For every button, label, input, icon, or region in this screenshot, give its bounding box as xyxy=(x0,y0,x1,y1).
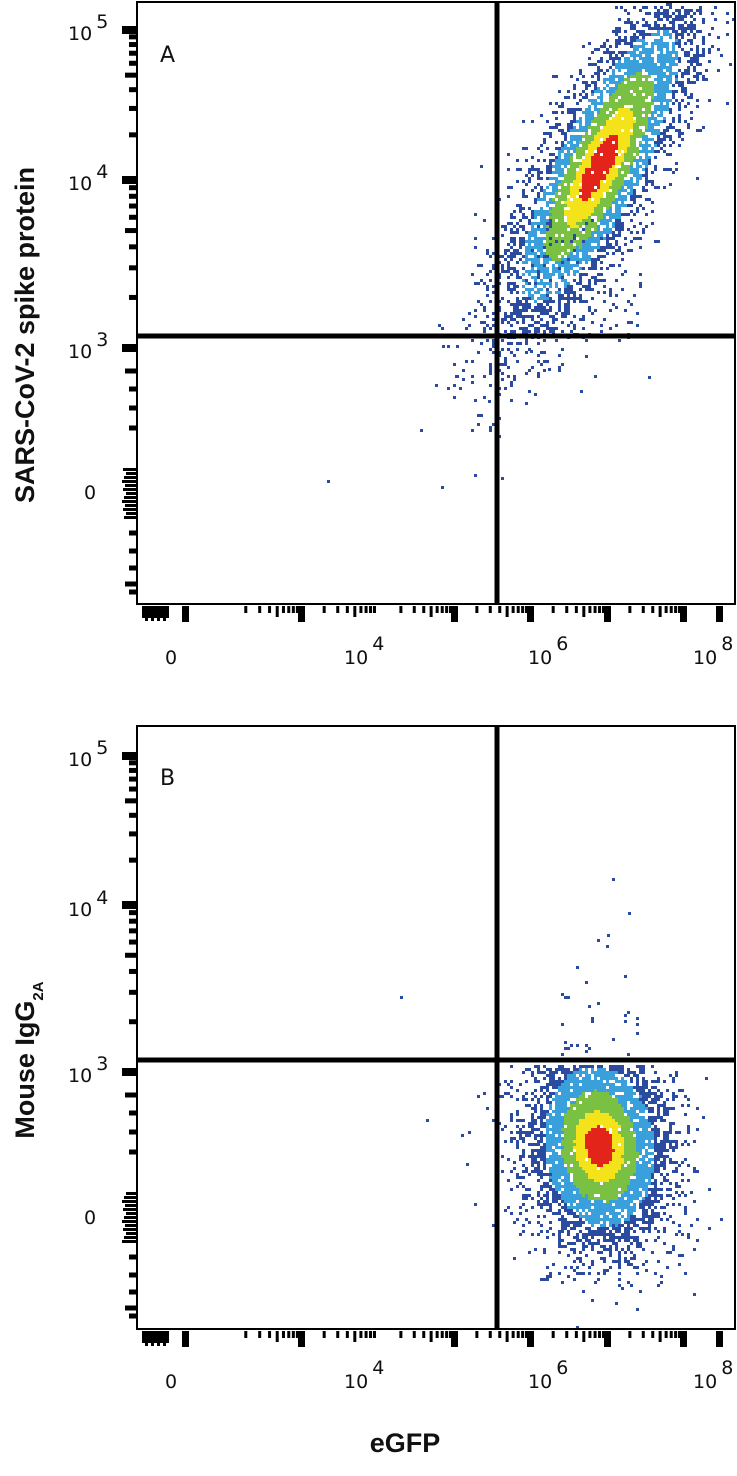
panel-b: B 105 104 103 0 0 104 106 108 Mouse IgG2… xyxy=(10,726,735,1393)
y-axis-ticks-b xyxy=(122,752,137,1319)
panel-a: A 105 104 103 0 0 104 106 108 SARS-CoV-2… xyxy=(10,2,735,669)
x-tick-1e8-a: 108 xyxy=(693,633,733,669)
y-tick-0-b: 0 xyxy=(84,1207,96,1229)
x-tick-labels-b: 0 104 106 108 xyxy=(165,1357,733,1393)
y-tick-labels-a: 105 104 103 0 xyxy=(68,11,108,504)
y-tick-1e5-b: 105 xyxy=(68,737,108,771)
y-tick-1e3-b: 103 xyxy=(68,1053,108,1087)
y-tick-labels-b: 105 104 103 0 xyxy=(68,737,108,1229)
x-tick-1e4-a: 104 xyxy=(344,633,384,669)
panel-label-b: B xyxy=(160,766,175,791)
x-axis-label: eGFP xyxy=(370,1428,441,1458)
x-axis-ticks-b xyxy=(142,1331,723,1347)
y-axis-ticks-a xyxy=(122,26,137,595)
panel-label-a: A xyxy=(160,43,175,68)
density-points-b xyxy=(400,878,723,1329)
x-tick-1e8-b: 108 xyxy=(693,1357,733,1393)
x-tick-0-a: 0 xyxy=(165,647,177,669)
y-tick-1e5-a: 105 xyxy=(68,11,108,45)
x-tick-0-b: 0 xyxy=(165,1371,177,1393)
y-axis-label-b: Mouse IgG2A xyxy=(10,981,47,1138)
x-tick-1e6-b: 106 xyxy=(528,1357,568,1393)
y-axis-label-a: SARS-CoV-2 spike protein xyxy=(10,167,40,503)
x-tick-1e4-b: 104 xyxy=(344,1357,384,1393)
y-tick-1e4-b: 104 xyxy=(68,887,108,921)
density-points-a xyxy=(327,3,735,489)
x-tick-1e6-a: 106 xyxy=(528,633,568,669)
y-tick-1e3-a: 103 xyxy=(68,329,108,363)
plot-frame-b xyxy=(137,726,735,1329)
x-tick-labels-a: 0 104 106 108 xyxy=(165,633,733,669)
y-tick-1e4-a: 104 xyxy=(68,161,108,195)
x-axis-ticks-a xyxy=(142,606,723,622)
y-tick-0-a: 0 xyxy=(84,482,96,504)
